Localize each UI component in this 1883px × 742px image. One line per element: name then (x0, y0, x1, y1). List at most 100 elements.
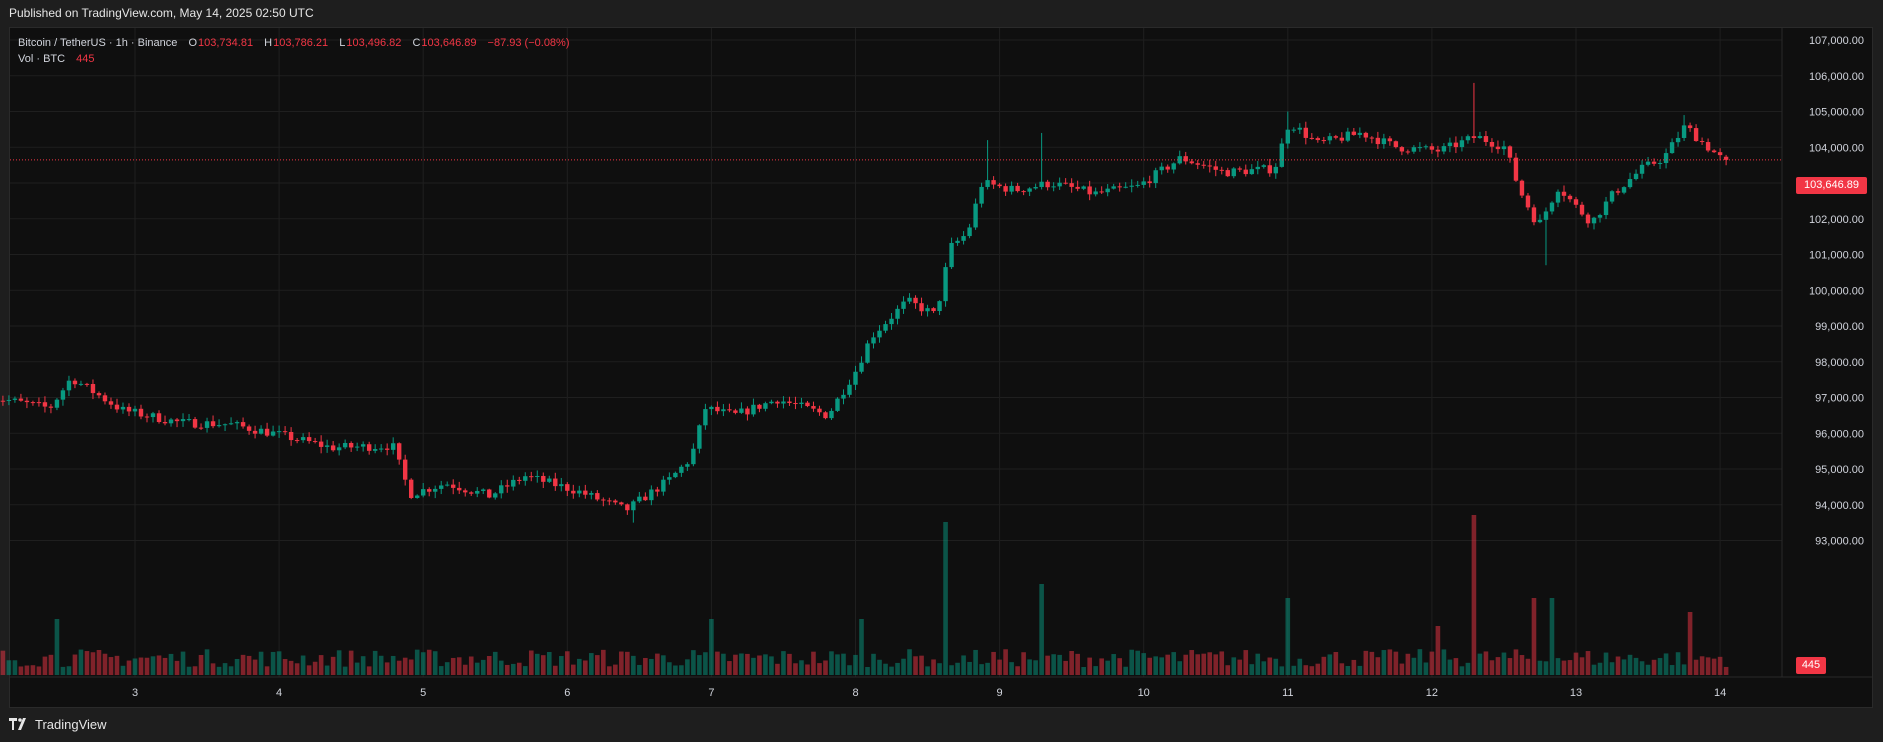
volume-bar (793, 663, 798, 675)
candle-body (96, 393, 102, 396)
candle-body (90, 383, 96, 394)
candle-body (793, 403, 798, 405)
candle (523, 472, 528, 486)
candle (1159, 162, 1164, 175)
candle (240, 417, 246, 429)
candle (571, 484, 576, 499)
candle-body (1003, 186, 1008, 192)
volume-bar (1525, 658, 1531, 675)
candle-body (745, 408, 750, 415)
candle (745, 406, 750, 421)
volume-bar (1393, 651, 1399, 675)
volume-bar (126, 660, 132, 675)
candle (1045, 179, 1050, 191)
candle (1345, 127, 1351, 143)
candle (162, 415, 168, 426)
candle (961, 231, 966, 245)
candle-body (1525, 195, 1531, 208)
candle-body (1111, 186, 1116, 189)
volume-bar (1495, 657, 1501, 675)
volume-bar (991, 651, 996, 675)
candle-body (324, 445, 330, 447)
x-tick-label: 11 (1282, 687, 1293, 699)
volume-bar (1549, 598, 1555, 675)
candle-body (919, 303, 924, 312)
candle-body (787, 401, 792, 404)
volume-bar (1543, 661, 1549, 675)
candle-body (54, 399, 60, 408)
candle-body (1645, 161, 1651, 165)
x-tick-label: 9 (997, 687, 1003, 699)
candle (348, 441, 354, 452)
candle (1057, 177, 1062, 190)
candle-body (192, 419, 198, 428)
chart-frame[interactable] (9, 27, 1873, 708)
candle (757, 403, 762, 413)
candle-body (811, 406, 816, 409)
candle (1711, 149, 1717, 154)
volume-bar (1519, 655, 1525, 675)
candle-body (853, 371, 858, 385)
candle (276, 425, 282, 438)
candle-body (1705, 142, 1711, 151)
candle-body (1327, 136, 1333, 141)
candle-body (739, 408, 744, 413)
volume-bar (474, 662, 480, 675)
candle (1363, 131, 1369, 142)
volume-bar (378, 655, 384, 675)
volume-bar (787, 653, 792, 675)
volume-bar (162, 657, 168, 675)
volume-bar (456, 657, 462, 675)
candle-body (937, 301, 942, 312)
volume-bar (1129, 649, 1134, 675)
volume-bar (931, 659, 936, 675)
y-tick-label: 105,000.00 (1809, 107, 1864, 119)
volume-bar (589, 653, 594, 675)
candle-body (1351, 131, 1357, 135)
volume-bar (1309, 666, 1315, 675)
candle (1117, 182, 1122, 192)
candle-body (529, 476, 534, 478)
volume-bar (967, 661, 972, 675)
candle (1555, 189, 1561, 208)
candle (1435, 145, 1441, 158)
volume-bar (1405, 653, 1411, 675)
candle (1099, 186, 1104, 194)
volume-bar (1255, 653, 1261, 675)
candle-body (1543, 211, 1549, 220)
volume-bar (1603, 652, 1609, 675)
candle (955, 237, 960, 246)
volume-bar (703, 652, 708, 675)
candle-body (763, 403, 768, 409)
volume-bar (1063, 660, 1068, 675)
candle-body (1045, 181, 1050, 188)
candle (1087, 180, 1092, 201)
volume-bar (1297, 658, 1303, 675)
candle-body (1141, 181, 1146, 185)
volume-bar (763, 654, 768, 675)
candle (973, 198, 978, 230)
volume-bar (1657, 658, 1663, 675)
volume-bar (637, 664, 642, 675)
candle (787, 396, 792, 406)
volume-bar (420, 652, 426, 675)
candle (1153, 167, 1158, 189)
volume-bar (204, 649, 210, 675)
candle-body (487, 489, 492, 498)
candle-body (823, 412, 828, 419)
candle (174, 417, 180, 428)
candle-body (1363, 132, 1369, 138)
volume-bar (288, 660, 294, 675)
candle-body (1579, 204, 1585, 215)
candle-body (847, 384, 852, 395)
candle-body (330, 445, 336, 451)
volume-bar (871, 653, 876, 675)
candle (270, 425, 276, 437)
candle-body (378, 448, 384, 450)
candle (72, 378, 78, 389)
candle (1465, 134, 1471, 144)
candle (1453, 136, 1459, 154)
candle (1147, 175, 1152, 188)
candle-body (390, 443, 396, 450)
